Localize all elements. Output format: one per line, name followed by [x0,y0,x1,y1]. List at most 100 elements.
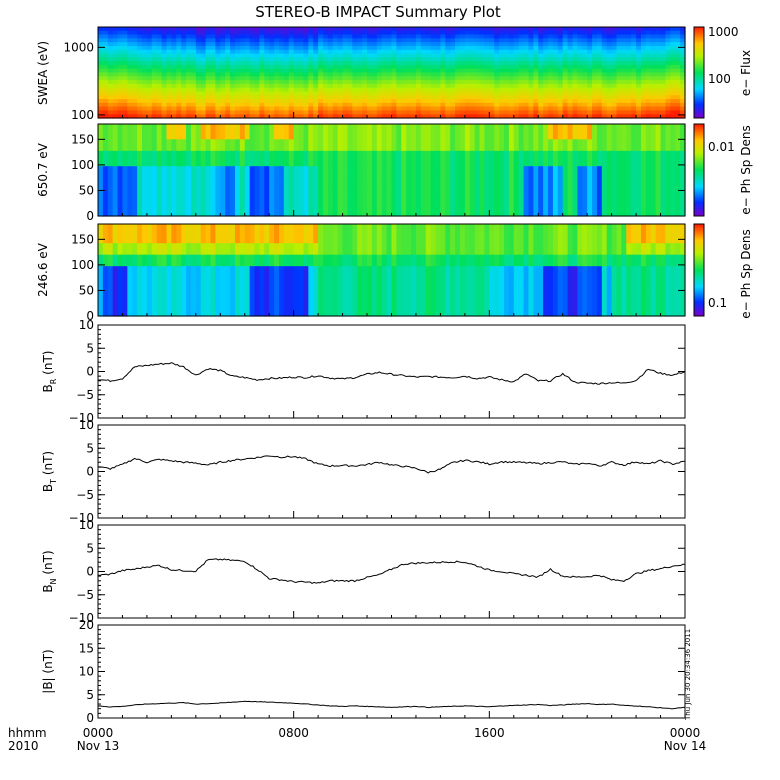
swea-cell [445,30,451,36]
pad650-cell [161,170,168,175]
swea-cell [107,87,114,93]
swea-cell [621,87,627,93]
swea-cell [376,57,383,62]
pad650-cell [396,208,402,213]
pad650-cell [479,177,486,183]
pad650-cell [455,173,461,179]
pad650-cell [278,162,285,167]
swea-cell [533,80,539,85]
pad650-cell [264,162,270,167]
swea-cell [327,49,334,55]
swea-cell [337,34,344,39]
swea-cell [264,42,270,47]
pad650-cell [464,139,471,144]
swea-cell [611,95,618,100]
swea-cell [582,27,588,32]
swea-cell [323,83,329,89]
swea-cell [205,72,212,77]
swea-cell [435,87,442,93]
pad650-cell [254,189,261,194]
pad650-cell [98,150,104,156]
pad650-cell [376,166,383,171]
swea-cell [518,114,525,119]
pad650-cell [479,185,486,190]
pad650-cell [479,193,486,198]
pad650-cell [459,200,466,206]
pad650-cell [102,162,109,167]
pad650-cell [215,185,221,190]
swea-cell [518,42,525,47]
pad650-cell [176,170,182,175]
pad650-cell [376,212,383,217]
pad650-cell [249,177,256,183]
swea-cell [450,34,456,39]
swea-cell [200,114,207,119]
swea-cell [308,38,314,43]
swea-cell [508,110,515,115]
pad650-cell [254,154,261,160]
swea-cell [391,72,397,77]
swea-cell [161,72,168,77]
pad650-cell [464,154,471,160]
pad650-cell [313,131,319,137]
pad650-cell [386,154,393,160]
swea-cell [293,114,300,119]
swea-cell [670,99,676,104]
pad650-cell [230,162,236,167]
swea-cell [533,91,539,96]
swea-cell [200,53,207,58]
swea-cell [274,110,280,115]
swea-cell [587,83,593,89]
swea-cell [298,42,305,47]
pad650-cell [396,185,402,190]
swea-cell [680,61,686,66]
pad650-cell [484,170,490,175]
pad650-cell [186,150,192,156]
pad650-cell [352,181,358,186]
swea-cell [592,30,598,36]
swea-cell [102,57,109,62]
swea-colorbar [693,26,705,119]
pad650-cell [166,200,172,206]
pad650-cell [308,204,314,209]
swea-cell [376,34,383,39]
swea-cell [494,76,500,81]
swea-cell [562,57,569,62]
swea-cell [640,61,647,66]
swea-cell [680,110,686,115]
pad650-cell [293,135,300,140]
pad650-cell [171,200,177,206]
swea-cell [156,45,163,51]
swea-cell [396,83,402,89]
swea-cell [420,87,427,93]
swea-cell [107,114,114,119]
pad650-cell [142,124,148,129]
swea-cell [220,110,226,115]
swea-cell [151,30,158,36]
swea-cell [195,38,202,43]
pad650-cell [518,131,525,137]
swea-cell [459,61,466,66]
swea-cell [533,68,539,74]
pad650-cell [210,173,216,179]
swea-cell [367,114,373,119]
pad650-cell [166,127,172,133]
pad650-cell [259,208,265,213]
pad650-cell [508,158,515,163]
pad650-cell [176,204,182,209]
pad650-cell [313,127,319,133]
pad650-cell [367,127,373,133]
swea-cell [239,34,246,39]
swea-cell [127,106,133,112]
pad650-cell [293,208,300,213]
pad650-cell [195,124,202,129]
pad650-cell [283,189,290,194]
swea-cell [562,87,569,93]
pad650-cell [415,208,422,213]
swea-cell [376,53,383,58]
swea-cell [577,57,583,62]
pad650-cell [450,143,456,148]
swea-spectrogram [97,27,686,119]
pad650-cell [239,208,246,213]
